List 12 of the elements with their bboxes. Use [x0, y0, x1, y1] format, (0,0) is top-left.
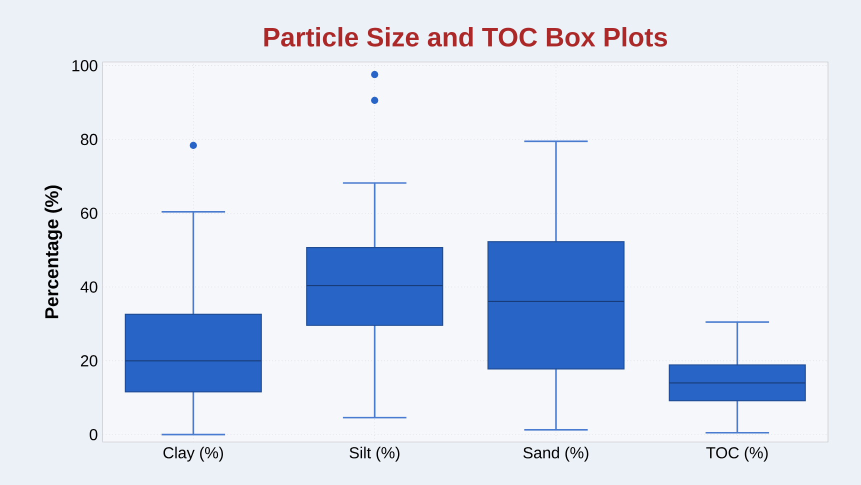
y-tick-label: 100 [72, 60, 98, 72]
x-tick-label: TOC (%) [706, 446, 768, 462]
y-tick-label: 60 [80, 208, 98, 219]
x-tick-label: Clay (%) [163, 446, 223, 462]
y-tick-label: 0 [90, 428, 98, 440]
y-tick-label: 20 [80, 355, 98, 366]
chart-title: Particle Size and TOC Box Plots [264, 27, 668, 47]
y-tick-label: 80 [80, 134, 98, 146]
x-tick-label: Sand (%) [523, 446, 588, 462]
y-tick-label: 40 [80, 281, 98, 293]
x-tick-label: Silt (%) [350, 446, 400, 462]
y-axis-title: Percentage (%) [44, 186, 62, 318]
